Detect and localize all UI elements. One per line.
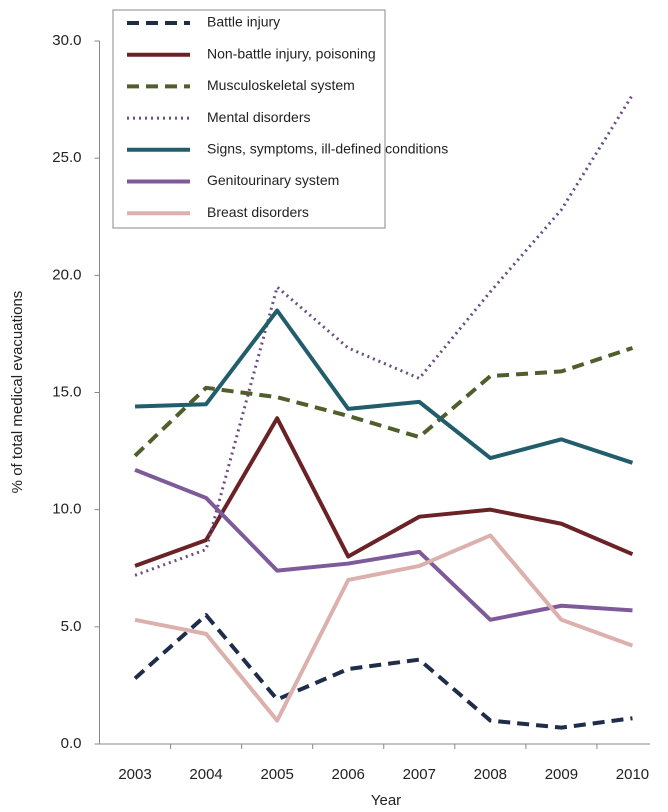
legend-label: Mental disorders: [207, 109, 311, 125]
data-line: [134, 308, 634, 465]
x-tick-label: 2006: [332, 766, 365, 783]
x-tick-label: 2003: [118, 766, 151, 783]
data-line: [134, 416, 634, 568]
legend-label: Breast disorders: [207, 204, 309, 220]
y-axis-label: % of total medical evacuations: [9, 291, 26, 494]
data-line: [133, 613, 633, 730]
legend-box: [112, 9, 386, 229]
y-tick-label: 30.0: [52, 32, 81, 49]
data-line: [134, 533, 634, 723]
y-tick-label: 25.0: [52, 149, 81, 166]
y-tick-label: 5.0: [61, 618, 82, 635]
legend-label: Non-battle injury, poisoning: [207, 45, 376, 61]
legend-label: Signs, symptoms, ill-defined conditions: [207, 141, 448, 157]
legend: Battle injury Non-battle injury, poisonin…: [112, 9, 448, 229]
y-tick-label: 0.0: [61, 735, 82, 752]
x-tick-label: 2010: [616, 766, 649, 783]
legend-label: Musculoskeletal system: [207, 77, 355, 93]
y-tick-label: 20.0: [52, 266, 81, 283]
x-axis-label: Year: [371, 792, 401, 809]
legend-label: Genitourinary system: [207, 172, 339, 188]
x-tick-label: 2009: [545, 766, 578, 783]
x-tick-label: 2008: [474, 766, 507, 783]
x-tick-label: 2004: [189, 766, 222, 783]
legend-label: Battle injury: [207, 14, 280, 30]
data-line: [134, 94, 634, 577]
data-line: [134, 467, 633, 622]
x-tick-label: 2007: [403, 766, 436, 783]
y-tick-label: 10.0: [52, 501, 81, 518]
x-tick-label: 2005: [260, 766, 293, 783]
y-tick-label: 15.0: [52, 383, 81, 400]
